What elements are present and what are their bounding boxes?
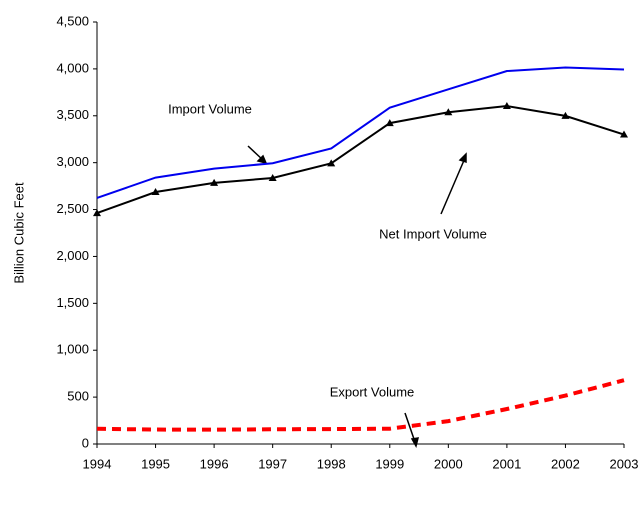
x-tick-label: 2000 [434,456,463,471]
series-line [96,105,625,215]
x-tick-label: 1998 [317,456,346,471]
series-line [96,378,625,432]
x-tick-label: 1995 [141,456,170,471]
point-marker [268,173,277,181]
y-tick-label: 500 [67,389,89,404]
series-line [96,66,625,199]
y-tick-label: 4,500 [56,13,89,28]
x-tick-label: 1997 [258,456,287,471]
point-marker [444,108,453,116]
x-tick-label: 2001 [492,456,521,471]
y-tick-label: 0 [82,435,89,450]
y-tick-label: 4,000 [56,60,89,75]
y-tick-label: 1,500 [56,295,89,310]
point-marker [620,130,628,138]
series-label: Export Volume [330,384,415,399]
x-tick-label: 1996 [200,456,229,471]
series-label: Net Import Volume [379,226,487,241]
point-marker [385,119,394,127]
point-marker [502,102,511,110]
x-tick-label: 2003 [610,456,639,471]
annotation-arrows [247,145,467,448]
y-axis-title: Billion Cubic Feet [11,182,26,284]
x-tick-label: 2002 [551,456,580,471]
y-tick-label: 1,000 [56,342,89,357]
point-marker [151,188,160,196]
y-tick-label: 3,500 [56,107,89,122]
point-marker [327,159,336,167]
x-tick-label: 1999 [375,456,404,471]
y-tick-label: 2,500 [56,201,89,216]
point-marker [561,111,570,119]
series-label: Import Volume [168,101,252,116]
y-tick-label: 2,000 [56,248,89,263]
point-marker [93,209,101,217]
y-tick-label: 3,000 [56,154,89,169]
x-tick-label: 1994 [83,456,112,471]
point-marker [210,178,219,186]
